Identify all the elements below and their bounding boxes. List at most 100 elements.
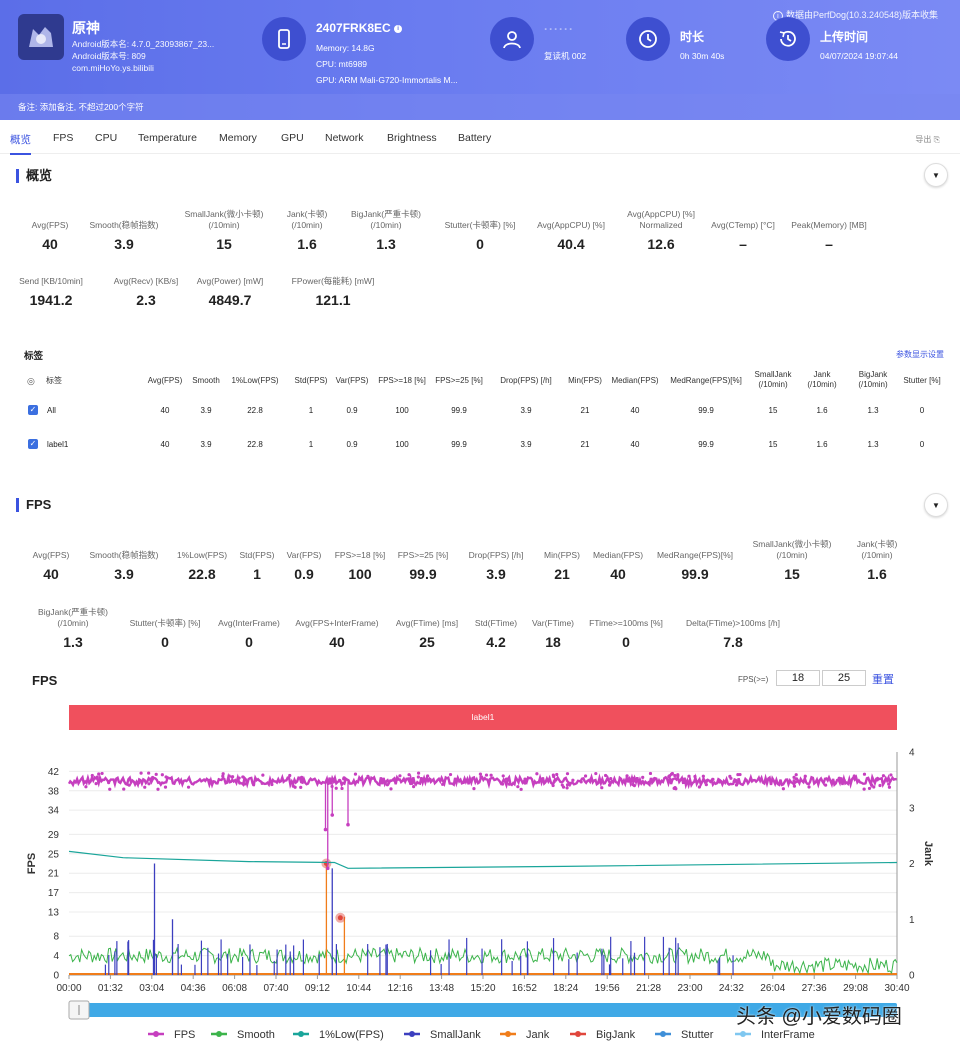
legend-label[interactable]: SmallJank bbox=[430, 1029, 481, 1041]
fps-point bbox=[416, 775, 420, 779]
table-header: 1%Low(FPS) bbox=[210, 376, 300, 386]
tab-brightness[interactable]: Brightness bbox=[387, 132, 437, 144]
collapse-overview-button[interactable]: ▼ bbox=[924, 163, 948, 187]
fps-threshold-input-2[interactable]: 25 bbox=[822, 670, 866, 686]
tab-temperature[interactable]: Temperature bbox=[138, 132, 197, 144]
legend-label[interactable]: Smooth bbox=[237, 1029, 275, 1041]
fps-point bbox=[565, 786, 569, 790]
stat-value: 0 bbox=[622, 634, 630, 650]
reset-button[interactable]: 重置 bbox=[872, 674, 894, 686]
legend-label[interactable]: Stutter bbox=[681, 1029, 714, 1041]
fps-point bbox=[881, 774, 886, 778]
stat-label: FPS>=25 [%] bbox=[363, 550, 483, 561]
stat-label-line: (/10min) bbox=[861, 550, 893, 560]
tab-battery[interactable]: Battery bbox=[458, 132, 492, 144]
table-header: FPS>=18 [%] bbox=[357, 376, 447, 386]
row-checkbox[interactable]: ✓ bbox=[28, 439, 38, 449]
table-cell: 0.9 bbox=[346, 440, 358, 449]
fps-point bbox=[551, 783, 555, 788]
tab-cpu[interactable]: CPU bbox=[95, 132, 118, 144]
stat-label: Avg(FPS+InterFrame) bbox=[277, 618, 397, 629]
fps-point bbox=[412, 785, 416, 789]
fps-point bbox=[479, 775, 483, 779]
fps-threshold-input-1[interactable]: 18 bbox=[776, 670, 820, 686]
export-label[interactable]: 导出 bbox=[915, 135, 932, 144]
fps-point bbox=[340, 786, 344, 791]
legend-swatch-dot bbox=[660, 1031, 666, 1037]
table-cell: 40 bbox=[160, 440, 170, 449]
legend-label[interactable]: BigJank bbox=[596, 1029, 636, 1041]
fps-point bbox=[597, 780, 601, 784]
user-tag: 复读机 002 bbox=[544, 51, 587, 61]
stat-value: 18 bbox=[545, 634, 561, 650]
fps-series-line bbox=[67, 772, 897, 790]
fps-point bbox=[555, 772, 559, 777]
stat-label: Avg(Recv) [KB/s] bbox=[86, 276, 206, 287]
row-checkbox[interactable]: ✓ bbox=[28, 405, 38, 415]
fps-point bbox=[862, 772, 867, 776]
tab-overview[interactable]: 概览 bbox=[10, 134, 31, 155]
stat-value: 1.3 bbox=[63, 634, 83, 650]
y2-axis-label: Jank bbox=[922, 841, 934, 867]
y2-tick-label: 2 bbox=[909, 859, 915, 870]
stat-item: Avg(FPS) 40 bbox=[0, 220, 110, 252]
x-tick-label: 15:20 bbox=[470, 983, 495, 994]
y-tick-label: 34 bbox=[48, 806, 60, 817]
table-header-line: 标签 bbox=[46, 376, 62, 385]
y-tick-label: 21 bbox=[48, 869, 60, 880]
fps-point bbox=[842, 778, 846, 783]
tab-network[interactable]: Network bbox=[325, 132, 364, 144]
table-header: Drop(FPS) [/h] bbox=[481, 376, 571, 386]
legend-label[interactable]: InterFrame bbox=[761, 1029, 815, 1041]
fps-point bbox=[676, 773, 680, 777]
remark-bar[interactable]: 备注: 添加备注, 不超过200个字符 bbox=[0, 94, 960, 120]
stat-value: 22.8 bbox=[188, 566, 216, 582]
fps-point bbox=[359, 777, 363, 782]
stat-item: SmallJank(微小卡顿) (/10min) 15 bbox=[732, 539, 852, 582]
table-header: Std(FPS) bbox=[266, 376, 356, 386]
stat-label-line: Smooth(稳帧指数) bbox=[89, 220, 159, 230]
stat-label-line: BigJank(严重卡顿) bbox=[38, 607, 108, 617]
fps-point bbox=[583, 774, 588, 778]
stat-item: Avg(FPS) 40 bbox=[0, 550, 111, 582]
fps-point bbox=[852, 774, 856, 778]
legend-label[interactable]: 1%Low(FPS) bbox=[319, 1029, 384, 1041]
fps-point bbox=[626, 779, 630, 783]
export-button[interactable]: 导出 ⎘ bbox=[915, 134, 940, 145]
export-icon[interactable]: ⎘ bbox=[933, 135, 940, 144]
fps-point bbox=[334, 786, 338, 790]
label-timeline-bar[interactable]: label1 bbox=[69, 705, 897, 730]
remark-text[interactable]: 备注: 添加备注, 不超过200个字符 bbox=[18, 102, 144, 112]
fps-point bbox=[862, 787, 866, 791]
y-tick-label: 25 bbox=[48, 849, 60, 860]
upload-time-label: 上传时间 bbox=[820, 30, 869, 44]
app-info: Android版本名: 4.7.0_23093867_23... Android… bbox=[72, 38, 214, 74]
chevron-down-icon: ▼ bbox=[932, 170, 940, 180]
stat-label: Jank(卡顿) (/10min) bbox=[247, 209, 367, 231]
param-display-settings-link[interactable]: 参数显示设置 bbox=[896, 350, 944, 359]
stat-value: 100 bbox=[348, 566, 372, 582]
eye-icon[interactable]: ◎ bbox=[27, 376, 35, 386]
fps-point bbox=[416, 771, 421, 775]
fps-point bbox=[733, 778, 737, 782]
device-info-icon[interactable]: i bbox=[394, 24, 403, 33]
fps-point bbox=[385, 783, 389, 787]
legend-swatch-dot bbox=[153, 1031, 159, 1037]
fps-point bbox=[237, 776, 241, 780]
fps-point bbox=[147, 782, 151, 786]
tab-gpu[interactable]: GPU bbox=[281, 132, 304, 144]
tab-fps[interactable]: FPS bbox=[53, 132, 74, 144]
legend-label[interactable]: FPS bbox=[174, 1029, 195, 1041]
fps-point bbox=[535, 772, 539, 776]
tab-memory[interactable]: Memory bbox=[219, 132, 257, 144]
table-header: BigJank (/10min) bbox=[828, 370, 918, 390]
collapse-fps-button[interactable]: ▼ bbox=[924, 493, 948, 517]
stat-item: FPower(每能耗) [mW] 121.1 bbox=[273, 276, 393, 308]
table-row-label[interactable]: label1 bbox=[47, 440, 69, 449]
legend-label[interactable]: Jank bbox=[526, 1029, 550, 1041]
app-name: 原神 bbox=[72, 20, 100, 36]
fps-point bbox=[261, 773, 265, 777]
stat-value: 99.9 bbox=[409, 566, 437, 582]
table-row-label[interactable]: All bbox=[47, 406, 56, 415]
